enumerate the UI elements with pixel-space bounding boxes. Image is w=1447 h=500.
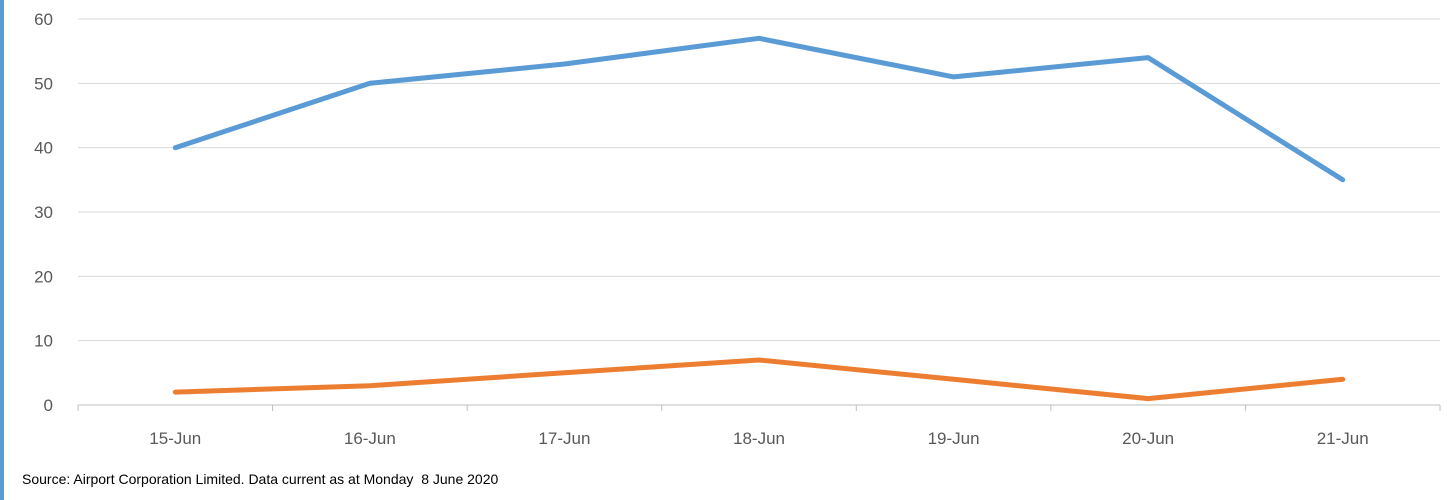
left-accent-bar — [0, 0, 4, 500]
x-tick-label: 18-Jun — [733, 429, 785, 448]
y-tick-label: 10 — [34, 332, 53, 351]
y-tick-label: 0 — [44, 396, 53, 415]
y-tick-label: 20 — [34, 267, 53, 286]
line-chart: 0 10 20 30 40 50 60 15-Jun 16-Jun 17-Jun 18-Jun 19… — [34, 10, 1441, 448]
y-tick-label: 30 — [34, 203, 53, 222]
y-tick-label: 60 — [34, 10, 53, 29]
x-tick-label: 16-Jun — [344, 429, 396, 448]
series-line-1 — [172, 35, 1346, 183]
y-axis-labels: 0 10 20 30 40 50 60 — [34, 10, 53, 415]
x-tick-label: 20-Jun — [1122, 429, 1174, 448]
series-line-2 — [172, 357, 1346, 402]
y-tick-label: 50 — [34, 74, 53, 93]
series-lines — [172, 35, 1346, 402]
x-axis-labels: 15-Jun 16-Jun 17-Jun 18-Jun 19-Jun 20-Jun 21-J… — [149, 429, 1368, 448]
x-tick-label: 21-Jun — [1317, 429, 1369, 448]
source-note: Source: Airport Corporation Limited. Dat… — [22, 471, 499, 487]
x-axis — [77, 404, 1441, 411]
y-tick-label: 40 — [34, 139, 53, 158]
x-tick-label: 17-Jun — [538, 429, 590, 448]
x-tick-label: 15-Jun — [149, 429, 201, 448]
gridlines — [78, 18, 1440, 342]
x-tick-label: 19-Jun — [928, 429, 980, 448]
